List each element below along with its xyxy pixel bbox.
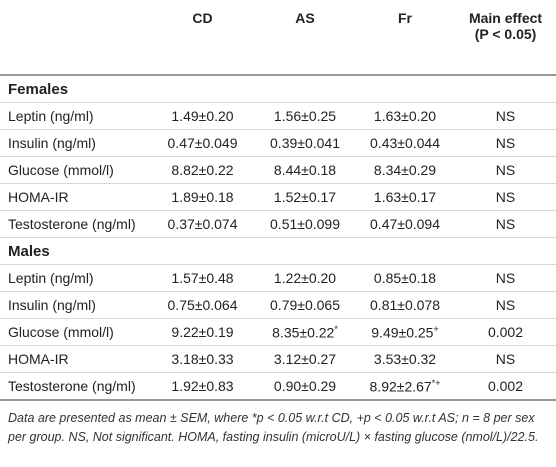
section-row: Females [0,75,556,103]
data-row: Leptin (ng/ml) 1.49±0.20 1.56±0.25 1.63±0.2… [0,102,556,130]
cell: 8.92±2.67*+ [355,372,455,401]
section-row: Males [0,237,556,265]
cell: 1.56±0.25 [255,102,355,130]
data-row: Insulin (ng/ml) 0.47±0.049 0.39±0.041 0.43±… [0,129,556,157]
cell: 8.82±0.22 [150,156,255,184]
cell: 1.89±0.18 [150,183,255,211]
cell: 0.43±0.044 [355,129,455,157]
data-row: HOMA-IR 1.89±0.18 1.52±0.17 1.63±0.17 NS [0,183,556,211]
footnote: Data are presented as mean ± SEM, where … [8,411,539,444]
cell: 0.002 [455,372,556,401]
header-row: CD AS Fr Main effect (P < 0.05) [0,0,556,76]
row-label: Testosterone (ng/ml) [0,372,150,401]
cell: 1.92±0.83 [150,372,255,401]
header-cell: AS [255,0,355,76]
significance-mark: *+ [431,377,441,388]
cell: 0.37±0.074 [150,210,255,238]
cell: 1.52±0.17 [255,183,355,211]
cell: NS [455,345,556,373]
significance-mark: * [334,323,338,334]
row-label: Leptin (ng/ml) [0,264,150,292]
header-cell: Main effect (P < 0.05) [455,0,556,76]
header-line: Main effect [468,10,543,26]
row-label: Glucose (mmol/l) [0,318,150,346]
row-label: Testosterone (ng/ml) [0,210,150,238]
data-row: Insulin (ng/ml) 0.75±0.064 0.79±0.065 0.81±… [0,291,556,319]
data-row: Testosterone (ng/ml) 1.92±0.83 0.90±0.29 8.… [0,372,556,401]
cell: 9.49±0.25+ [355,318,455,346]
cell: 8.35±0.22* [255,318,355,346]
cell: NS [455,183,556,211]
cell: 0.75±0.064 [150,291,255,319]
cell: 1.49±0.20 [150,102,255,130]
cell: 0.79±0.065 [255,291,355,319]
row-label: HOMA-IR [0,345,150,373]
cell: 3.18±0.33 [150,345,255,373]
cell: NS [455,129,556,157]
cell: 1.22±0.20 [255,264,355,292]
cell: NS [455,102,556,130]
row-label: Insulin (ng/ml) [0,129,150,157]
data-row: Glucose (mmol/l) 9.22±0.19 8.35±0.22* 9.49±… [0,318,556,346]
cell: 0.51±0.099 [255,210,355,238]
data-row: HOMA-IR 3.18±0.33 3.12±0.27 3.53±0.32 NS [0,345,556,373]
cell: NS [455,291,556,319]
cell: 0.39±0.041 [255,129,355,157]
header-cell [0,0,150,76]
cell: 0.47±0.049 [150,129,255,157]
cell: 1.63±0.17 [355,183,455,211]
cell: 9.22±0.19 [150,318,255,346]
cell: 3.12±0.27 [255,345,355,373]
cell: NS [455,264,556,292]
cell: 8.34±0.29 [355,156,455,184]
cell: 0.81±0.078 [355,291,455,319]
cell: 3.53±0.32 [355,345,455,373]
cell-value: 9.49±0.25 [371,324,434,341]
cell-value: 8.92±2.67 [369,378,432,395]
cell: 1.63±0.20 [355,102,455,130]
header-cell: Fr [355,0,455,76]
cell: NS [455,156,556,184]
row-label: Insulin (ng/ml) [0,291,150,319]
row-label: Leptin (ng/ml) [0,102,150,130]
cell: 8.44±0.18 [255,156,355,184]
cell: 0.47±0.094 [355,210,455,238]
section-title: Males [0,237,556,265]
data-row: Glucose (mmol/l) 8.82±0.22 8.44±0.18 8.34±0… [0,156,556,184]
header-line: (P < 0.05) [474,26,537,42]
table-body: Females Leptin (ng/ml) 1.49±0.20 1.56±0.25 1… [0,75,556,401]
data-row: Testosterone (ng/ml) 0.37±0.074 0.51±0.099… [0,210,556,238]
row-label: HOMA-IR [0,183,150,211]
section-title: Females [0,75,556,103]
significance-mark: + [433,323,439,334]
header-cell: CD [150,0,255,76]
data-table: CD AS Fr Main effect (P < 0.05) Females Lepti… [0,0,556,401]
cell: 0.002 [455,318,556,346]
cell-value: 8.35±0.22 [272,324,335,341]
cell: 0.85±0.18 [355,264,455,292]
cell: 1.57±0.48 [150,264,255,292]
data-row: Leptin (ng/ml) 1.57±0.48 1.22±0.20 0.85±0.1… [0,264,556,292]
row-label: Glucose (mmol/l) [0,156,150,184]
cell: 0.90±0.29 [255,372,355,401]
cell: NS [455,210,556,238]
